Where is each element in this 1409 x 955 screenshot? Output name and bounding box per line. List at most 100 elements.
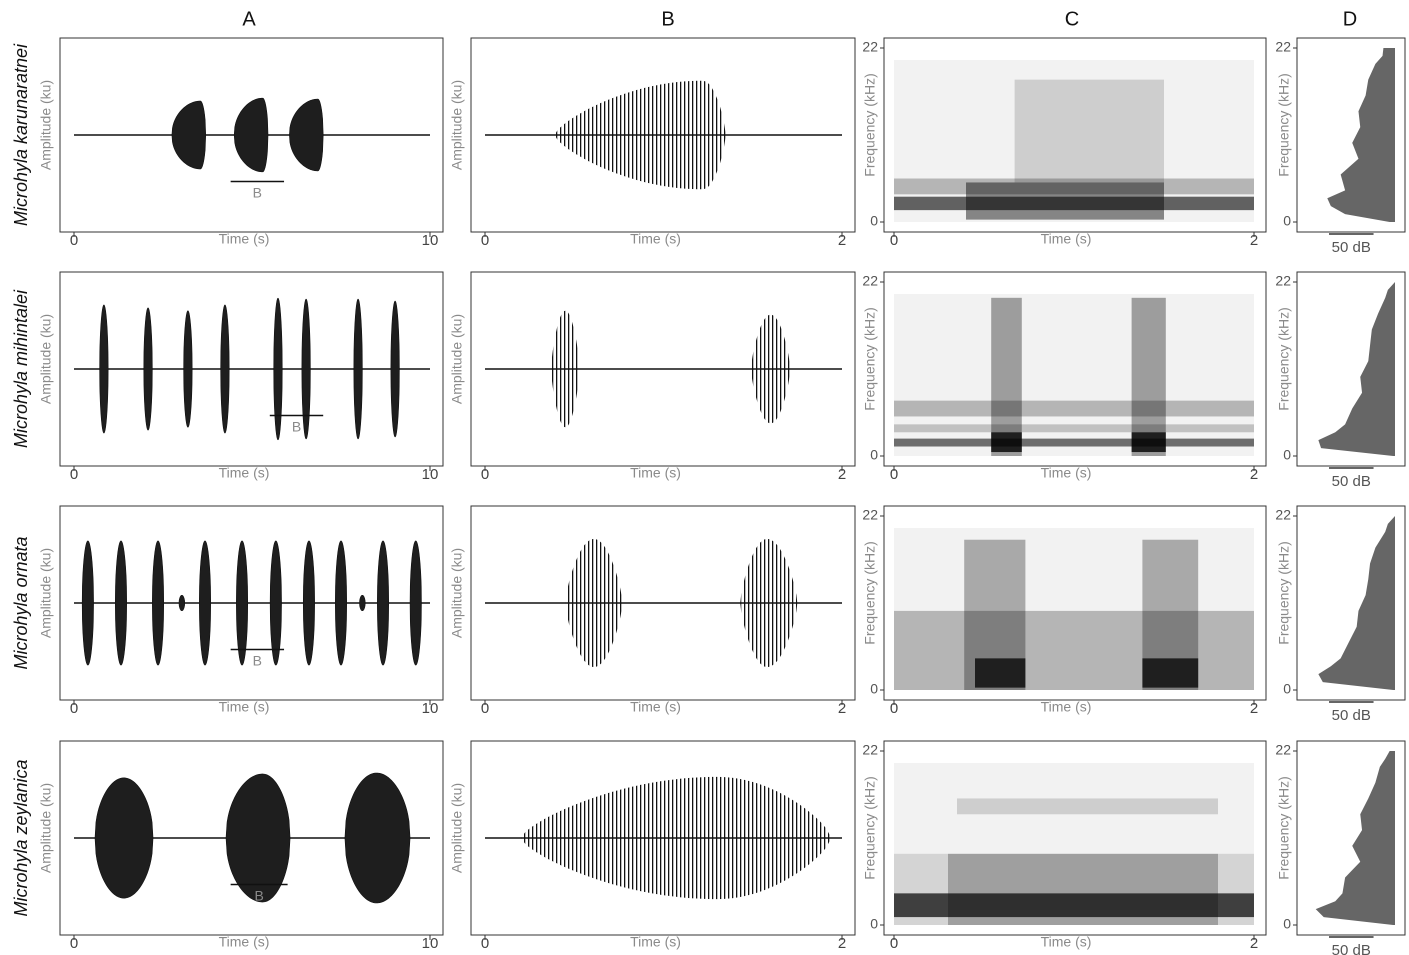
x-axis-label: Time (s) <box>219 231 270 247</box>
x-tick-label: 2 <box>838 466 846 483</box>
y-tick-label: 0 <box>870 447 878 463</box>
x-axis-label: Time (s) <box>1041 934 1092 950</box>
row-label: Microhyla karunaratnei <box>11 43 31 226</box>
db-scale-label: 50 dB <box>1332 473 1371 490</box>
power-spectrum <box>1318 282 1395 456</box>
call-burst <box>353 298 363 440</box>
energy-band <box>991 297 1022 456</box>
call-burst <box>335 540 347 666</box>
x-tick-label: 0 <box>890 232 898 249</box>
energy-band <box>894 178 1254 195</box>
y-tick-label: 22 <box>862 273 878 289</box>
call-burst <box>750 314 791 424</box>
energy-band <box>957 798 1218 815</box>
x-axis-label: Time (s) <box>630 699 681 715</box>
call-burst <box>143 307 153 431</box>
x-tick-label: 2 <box>1250 466 1258 483</box>
call-burst <box>199 540 212 666</box>
call-burst <box>377 540 390 666</box>
row-label: Microhyla mihintalei <box>11 289 31 448</box>
x-tick-label: 2 <box>838 700 846 717</box>
call-burst <box>220 304 230 434</box>
section-label: B <box>253 184 262 200</box>
y-axis-label: Frequency (kHz) <box>862 73 878 176</box>
row-label: Microhyla zeylanica <box>11 759 31 916</box>
y-tick-label: 0 <box>1283 213 1291 229</box>
db-scale-label: 50 dB <box>1332 942 1371 955</box>
energy-band <box>894 424 1254 433</box>
y-axis-label: Frequency (kHz) <box>1276 307 1292 410</box>
x-tick-label: 10 <box>422 935 439 952</box>
x-tick-label: 10 <box>422 232 439 249</box>
energy-band <box>991 432 1022 453</box>
call-burst <box>409 540 422 666</box>
y-tick-label: 22 <box>1275 273 1291 289</box>
y-axis-label: Frequency (kHz) <box>862 541 878 644</box>
call-burst <box>273 297 283 441</box>
y-tick-label: 0 <box>1283 447 1291 463</box>
power-spectrum <box>1315 751 1395 925</box>
x-tick-label: 0 <box>481 466 489 483</box>
energy-band <box>1014 79 1164 183</box>
x-axis-label: Time (s) <box>630 934 681 950</box>
call-burst <box>301 298 311 440</box>
column-label: C <box>1065 8 1079 30</box>
call-burst <box>233 97 269 173</box>
call-burst <box>178 594 186 612</box>
x-tick-label: 2 <box>1250 700 1258 717</box>
energy-band <box>966 182 1164 220</box>
x-tick-label: 0 <box>481 935 489 952</box>
x-tick-label: 0 <box>481 232 489 249</box>
y-axis-label: Amplitude (ku) <box>449 548 465 638</box>
x-axis-label: Time (s) <box>219 465 270 481</box>
y-axis-label: Amplitude (ku) <box>449 314 465 404</box>
power-spectrum <box>1327 48 1395 222</box>
spectrogram-background <box>894 60 1254 222</box>
energy-band <box>894 893 1254 918</box>
x-tick-label: 0 <box>70 935 78 952</box>
y-tick-label: 0 <box>870 213 878 229</box>
energy-band <box>975 658 1026 688</box>
y-tick-label: 0 <box>1283 916 1291 932</box>
call-burst <box>344 772 411 904</box>
call-burst <box>114 540 127 666</box>
energy-band <box>1142 658 1199 688</box>
x-tick-label: 0 <box>70 232 78 249</box>
y-tick-label: 22 <box>1275 742 1291 758</box>
x-axis-label: Time (s) <box>219 699 270 715</box>
y-axis-label: Amplitude (ku) <box>449 80 465 170</box>
energy-band <box>1131 432 1166 453</box>
call-burst <box>359 594 366 612</box>
x-tick-label: 0 <box>70 466 78 483</box>
energy-band <box>1131 297 1166 456</box>
call-burst <box>225 773 291 903</box>
y-axis-label: Amplitude (ku) <box>38 80 54 170</box>
row-label: Microhyla ornata <box>11 536 31 669</box>
y-tick-label: 22 <box>862 742 878 758</box>
y-axis-label: Amplitude (ku) <box>38 783 54 873</box>
x-tick-label: 2 <box>838 232 846 249</box>
column-label: A <box>242 8 256 30</box>
x-tick-label: 0 <box>890 466 898 483</box>
x-axis-label: Time (s) <box>630 231 681 247</box>
y-tick-label: 22 <box>1275 39 1291 55</box>
db-scale-label: 50 dB <box>1332 239 1371 256</box>
x-tick-label: 2 <box>1250 935 1258 952</box>
x-tick-label: 0 <box>890 935 898 952</box>
call-burst <box>81 540 94 666</box>
y-tick-label: 22 <box>862 39 878 55</box>
y-axis-label: Frequency (kHz) <box>1276 776 1292 879</box>
y-tick-label: 22 <box>862 507 878 523</box>
energy-band <box>894 610 1254 690</box>
call-burst <box>94 777 154 899</box>
call-burst <box>565 538 623 668</box>
x-tick-label: 2 <box>1250 232 1258 249</box>
x-tick-label: 10 <box>422 700 439 717</box>
y-axis-label: Frequency (kHz) <box>1276 73 1292 176</box>
energy-band <box>894 400 1254 417</box>
y-axis-label: Frequency (kHz) <box>862 307 878 410</box>
y-axis-label: Amplitude (ku) <box>38 314 54 404</box>
y-axis-label: Amplitude (ku) <box>38 548 54 638</box>
y-axis-label: Amplitude (ku) <box>449 783 465 873</box>
